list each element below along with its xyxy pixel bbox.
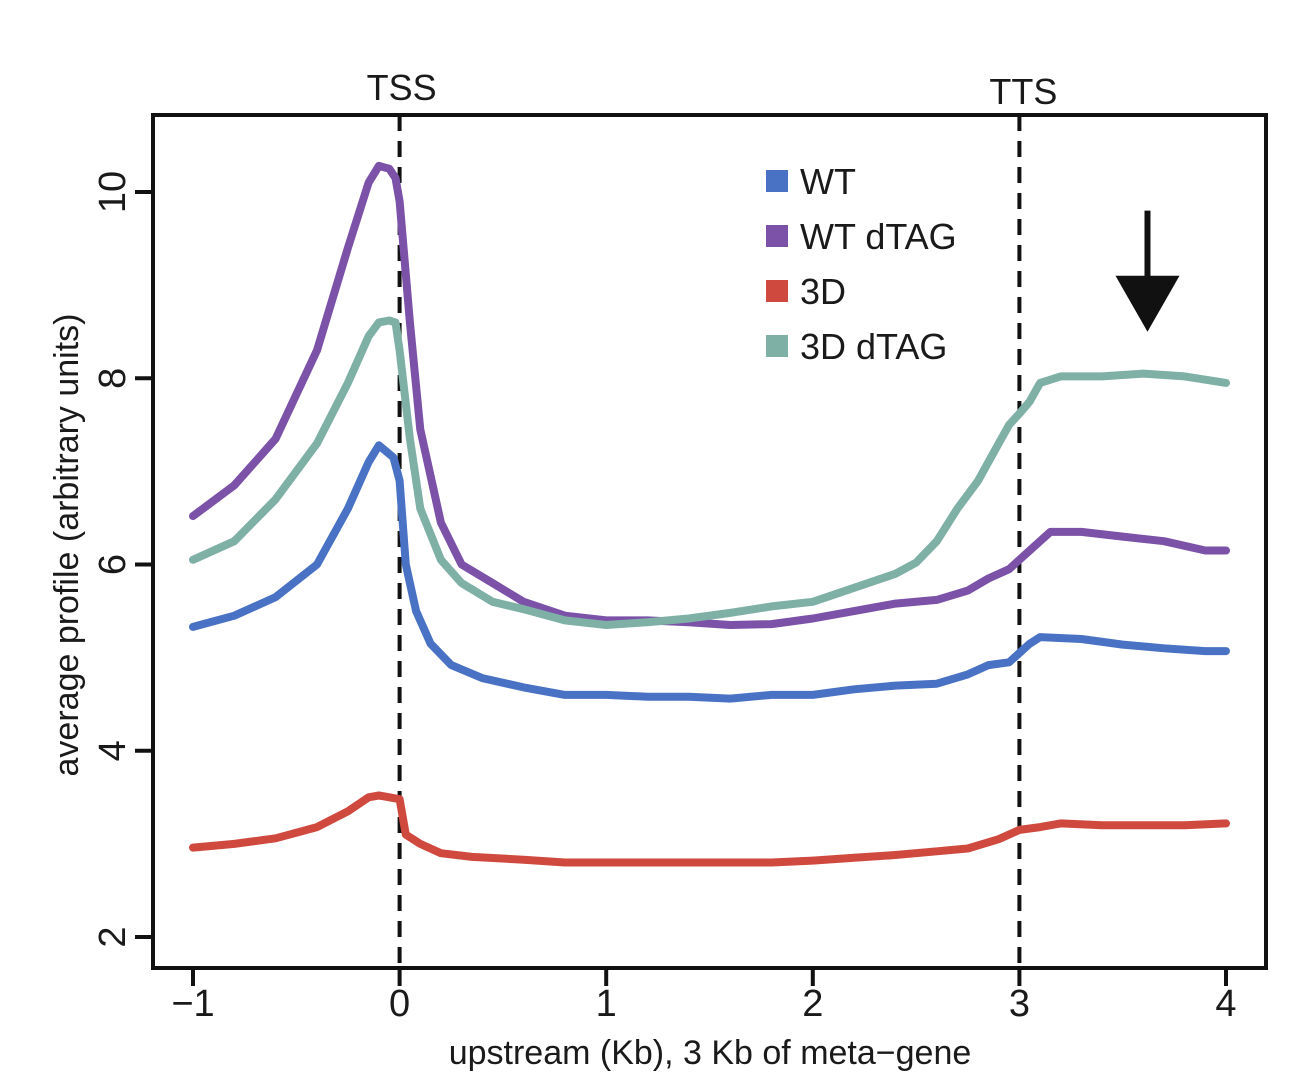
series-line-wt bbox=[189, 441, 1230, 703]
y-axis-label: average profile (arbitrary units) bbox=[48, 314, 86, 777]
x-tick-label: 4 bbox=[1215, 983, 1236, 1025]
plot-frame bbox=[151, 113, 1268, 970]
y-tick-label: 8 bbox=[92, 368, 134, 389]
data-series bbox=[189, 161, 1230, 867]
x-tick-label: 0 bbox=[389, 983, 410, 1025]
legend-label: WT dTAG bbox=[800, 216, 957, 257]
x-tick-label: 1 bbox=[596, 983, 617, 1025]
marker-label-tss: TSS bbox=[367, 67, 437, 108]
series-line-3d-dtag bbox=[189, 316, 1230, 629]
legend-swatch-3d-dtag bbox=[766, 335, 788, 357]
legend-swatch-3d bbox=[766, 280, 788, 302]
legend: WT WT dTAG 3D 3D dTAG bbox=[766, 161, 957, 367]
marker-label-tts: TTS bbox=[989, 71, 1057, 112]
legend-swatch-wt bbox=[766, 170, 788, 192]
y-tick-label: 10 bbox=[92, 171, 134, 213]
x-tick-label: 3 bbox=[1009, 983, 1030, 1025]
series-line-3d bbox=[189, 791, 1230, 867]
x-axis: −1 0 1 2 3 4 bbox=[171, 968, 1237, 1025]
x-tick-label: 2 bbox=[802, 983, 823, 1025]
x-tick-label: −1 bbox=[171, 983, 214, 1025]
x-axis-label: upstream (Kb), 3 Kb of meta−gene bbox=[449, 1034, 972, 1072]
arrow-annotation bbox=[1115, 210, 1180, 332]
y-axis: 2 4 6 8 10 bbox=[92, 171, 153, 948]
y-tick-label: 6 bbox=[92, 554, 134, 575]
arrow-head bbox=[1115, 275, 1180, 332]
legend-label: 3D bbox=[800, 271, 846, 312]
gene-markers: TSS TTS bbox=[367, 67, 1057, 968]
legend-swatch-wt-dtag bbox=[766, 225, 788, 247]
y-tick-label: 4 bbox=[92, 740, 134, 761]
y-tick-label: 2 bbox=[92, 926, 134, 947]
legend-label: WT bbox=[800, 161, 856, 202]
legend-label: 3D dTAG bbox=[800, 326, 947, 367]
